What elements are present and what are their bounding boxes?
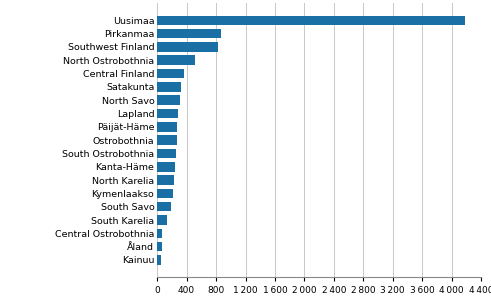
Bar [157, 149, 176, 158]
Bar [157, 229, 162, 238]
Bar [157, 42, 218, 52]
Bar [157, 175, 174, 185]
Bar [157, 95, 180, 105]
Bar [157, 135, 177, 145]
Bar [157, 202, 171, 212]
Bar [157, 55, 194, 65]
Bar [157, 162, 175, 172]
Bar [157, 188, 173, 198]
Bar [157, 122, 177, 132]
Bar [157, 109, 178, 118]
Bar [157, 82, 181, 92]
Bar [157, 15, 465, 25]
Bar [157, 255, 161, 265]
Bar [157, 69, 184, 78]
Bar [157, 242, 162, 251]
Bar [157, 29, 221, 38]
Bar [157, 215, 167, 225]
